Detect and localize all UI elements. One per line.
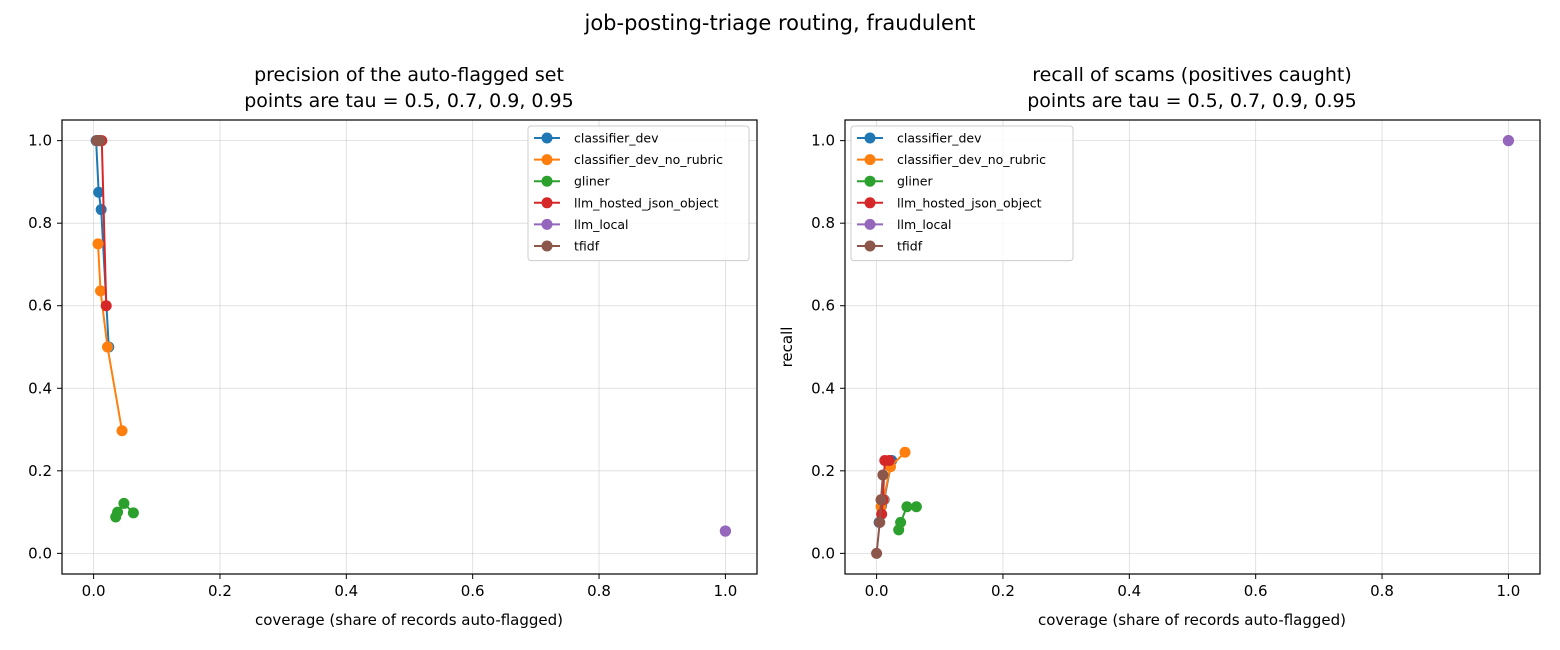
data-point-classifier_dev_no_rubric <box>101 341 113 353</box>
data-point-gliner <box>893 524 905 536</box>
legend-label-gliner: gliner <box>574 174 610 189</box>
axes-frame <box>61 119 758 575</box>
x-tick-label: 0.8 <box>1370 582 1394 600</box>
recall-y-axis-label: recall <box>778 327 796 368</box>
legend-marker-tfidf <box>864 240 876 252</box>
y-tick-label: 0.2 <box>28 462 52 480</box>
data-point-classifier_dev <box>93 186 105 198</box>
legend-label-tfidf: tfidf <box>897 239 923 254</box>
y-tick-label: 0.2 <box>811 462 835 480</box>
data-point-gliner <box>118 497 130 509</box>
data-point-classifier_dev_no_rubric <box>95 285 107 297</box>
legend-marker-tfidf <box>541 240 553 252</box>
y-tick-label: 0.6 <box>811 297 835 315</box>
data-point-tfidf <box>91 135 103 147</box>
data-point-classifier_dev_no_rubric <box>92 238 104 250</box>
legend-box <box>527 125 750 262</box>
data-point-llm_hosted_json_object <box>100 300 112 312</box>
data-point-llm_local <box>1502 135 1514 147</box>
precision-title-line2: points are tau = 0.5, 0.7, 0.9, 0.95 <box>244 90 574 112</box>
legend-label-classifier_dev: classifier_dev <box>897 131 982 146</box>
y-tick-label: 0.4 <box>28 379 52 397</box>
data-point-gliner <box>127 507 139 519</box>
axes-frame <box>844 119 1541 575</box>
x-tick-label: 0.8 <box>587 582 611 600</box>
data-point-tfidf <box>877 469 889 481</box>
recall-panel: recall of scams (positives caught) point… <box>778 64 1541 629</box>
y-tick-label: 0.0 <box>811 544 835 562</box>
data-point-llm_hosted_json_object <box>876 508 888 520</box>
series-group <box>871 135 1514 559</box>
precision-title-line1: precision of the auto-flagged set <box>254 64 564 86</box>
legend-marker-llm_hosted_json_object <box>864 197 876 209</box>
precision-panel: precision of the auto-flagged set points… <box>28 64 758 629</box>
legend-marker-llm_local <box>541 218 553 230</box>
legend-label-classifier_dev_no_rubric: classifier_dev_no_rubric <box>574 152 723 167</box>
y-tick-label: 0.6 <box>28 297 52 315</box>
recall-x-axis-label: coverage (share of records auto-flagged) <box>1038 611 1346 629</box>
y-tick-label: 0.8 <box>28 214 52 232</box>
legend-label-tfidf: tfidf <box>574 239 600 254</box>
legend-label-classifier_dev: classifier_dev <box>574 131 659 146</box>
legend-box <box>850 125 1074 262</box>
data-point-tfidf <box>875 494 887 506</box>
data-point-gliner <box>910 501 922 513</box>
data-point-tfidf <box>871 547 883 559</box>
recall-title-line2: points are tau = 0.5, 0.7, 0.9, 0.95 <box>1027 90 1357 112</box>
data-point-classifier_dev_no_rubric <box>899 446 911 458</box>
series-line-tfidf <box>875 474 884 554</box>
x-tick-label: 0.2 <box>991 582 1015 600</box>
y-tick-label: 0.0 <box>28 544 52 562</box>
x-tick-label: 0.0 <box>865 582 889 600</box>
legend-label-gliner: gliner <box>897 174 933 189</box>
series-line-classifier_dev_no_rubric <box>97 243 124 431</box>
legend-marker-llm_hosted_json_object <box>541 197 553 209</box>
x-tick-label: 0.6 <box>1244 582 1268 600</box>
legend-marker-classifier_dev_no_rubric <box>541 154 553 166</box>
recall-title-line1: recall of scams (positives caught) <box>1032 64 1352 86</box>
figure-suptitle: job-posting-triage routing, fraudulent <box>583 11 975 35</box>
legend: classifier_dev classifier_dev_no_rubricgl… <box>527 125 750 262</box>
x-tick-label: 0.6 <box>461 582 485 600</box>
x-tick-label: 0.4 <box>334 582 358 600</box>
precision-x-axis-label: coverage (share of records auto-flagged) <box>255 611 563 629</box>
legend-marker-classifier_dev_no_rubric <box>864 154 876 166</box>
legend-marker-llm_local <box>864 218 876 230</box>
legend-label-llm_hosted_json_object: llm_hosted_json_object <box>897 195 1042 210</box>
x-tick-label: 0.0 <box>82 582 106 600</box>
legend-label-classifier_dev_no_rubric: classifier_dev_no_rubric <box>897 152 1046 167</box>
data-point-llm_hosted_json_object <box>879 455 891 466</box>
x-tick-label: 0.2 <box>208 582 232 600</box>
data-point-llm_local <box>719 525 731 537</box>
data-point-classifier_dev <box>95 204 107 216</box>
legend-marker-gliner <box>541 175 553 187</box>
x-tick-label: 0.4 <box>1117 582 1141 600</box>
legend-label-llm_local: llm_local <box>574 217 629 232</box>
legend-marker-classifier_dev <box>541 132 553 144</box>
data-point-tfidf <box>874 516 886 528</box>
y-tick-label: 1.0 <box>28 132 52 150</box>
data-point-classifier_dev_no_rubric <box>116 425 128 437</box>
legend-marker-gliner <box>864 175 876 187</box>
legend-marker-classifier_dev <box>864 132 876 144</box>
data-point-gliner <box>901 501 913 513</box>
legend-label-llm_local: llm_local <box>897 217 952 232</box>
y-tick-label: 0.8 <box>811 214 835 232</box>
y-tick-label: 0.4 <box>811 379 835 397</box>
data-point-gliner <box>110 511 122 523</box>
series-group <box>90 135 731 537</box>
x-tick-label: 1.0 <box>713 582 737 600</box>
x-tick-label: 1.0 <box>1496 582 1520 600</box>
legend-label-llm_hosted_json_object: llm_hosted_json_object <box>574 195 719 210</box>
legend: classifier_dev classifier_dev_no_rubricgl… <box>850 125 1074 262</box>
y-tick-label: 1.0 <box>811 132 835 150</box>
